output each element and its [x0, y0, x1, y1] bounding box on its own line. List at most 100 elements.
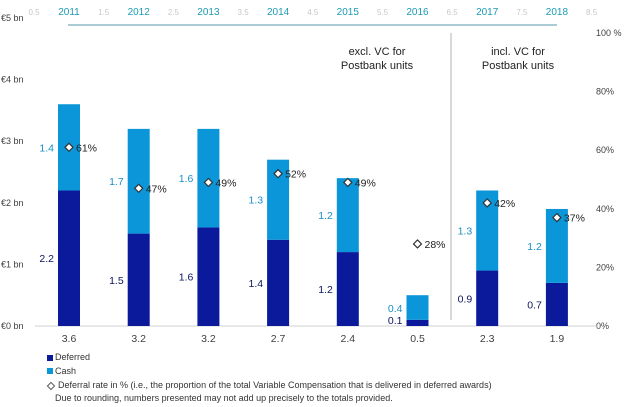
- total-value-label: 2.3: [480, 333, 495, 345]
- deferral-rate-marker: [342, 177, 353, 188]
- y-right-tick-label: 80%: [596, 87, 614, 97]
- bar-cash: [336, 178, 359, 253]
- top-axis-ghost-label: 4.5: [307, 8, 319, 17]
- top-axis: 0.5 1.5 2.5 3.5 4.5 5.5 6.5 7.5 8.5 2011 2012 2013 2…: [28, 7, 598, 26]
- top-axis-ghost-label: 2.5: [168, 8, 180, 17]
- legend-item-deferred: Deferred: [47, 351, 492, 365]
- deferral-rate-label: 47%: [146, 183, 167, 195]
- y-right-tick-label: 0%: [596, 321, 609, 331]
- y-axis-right: 0% 20% 40% 60% 80% 100 %: [596, 28, 622, 331]
- annotation-excl-line2: Postbank units: [341, 60, 414, 72]
- bar-deferred: [267, 239, 290, 326]
- cash-value-label: 0.4: [388, 303, 403, 315]
- y-axis-left: €0 bn €1 bn €2 bn €3 bn €4 bn €5 bn: [1, 13, 24, 331]
- top-axis-ghost-label: 0.5: [28, 8, 40, 17]
- deferred-swatch-icon: [47, 354, 53, 361]
- y-right-tick-label: 40%: [596, 204, 614, 214]
- top-axis-year-label: 2015: [337, 7, 360, 18]
- y-right-tick-label: 60%: [596, 145, 614, 155]
- top-axis-ghost-label: 3.5: [238, 8, 250, 17]
- top-axis-year-label: 2013: [197, 7, 220, 18]
- cash-value-label: 1.3: [248, 195, 263, 207]
- y-right-tick-label: 20%: [596, 262, 614, 272]
- annotation-incl-line1: incl. VC for: [491, 46, 545, 58]
- deferred-value-label: 1.4: [248, 278, 263, 290]
- bar-cash: [406, 295, 429, 320]
- bar-deferred: [476, 270, 499, 326]
- legend-deferred-label: Deferred: [55, 352, 91, 362]
- top-axis-ghost-label: 5.5: [377, 8, 389, 17]
- cash-value-label: 1.4: [39, 142, 54, 154]
- y-right-tick-label: 100 %: [596, 28, 622, 38]
- total-value-label: 0.5: [410, 333, 425, 345]
- total-value-label: 3.2: [131, 333, 146, 345]
- deferred-value-label: 1.5: [109, 275, 124, 287]
- bar-deferred: [58, 190, 80, 326]
- y-left-tick-label: €4 bn: [1, 75, 24, 85]
- annotation-excl-line1: excl. VC for: [349, 46, 406, 58]
- deferred-value-label: 2.2: [39, 253, 54, 265]
- deferral-rate-marker: [412, 239, 423, 249]
- bar-deferred: [127, 233, 150, 326]
- y-left-tick-label: €5 bn: [1, 13, 24, 23]
- deferred-value-label: 0.9: [458, 293, 473, 305]
- bar-deferred: [197, 227, 220, 326]
- deferral-rate-label: 37%: [564, 213, 585, 225]
- legend-deferral-label: Deferral rate in % (i.e., the proportion…: [58, 380, 492, 390]
- deferral-rate-marker: [133, 183, 144, 194]
- cash-value-label: 1.7: [109, 176, 124, 188]
- deferral-rate-label: 61%: [76, 142, 97, 154]
- total-value-label: 3.6: [62, 333, 77, 345]
- total-value-label: 2.7: [271, 333, 286, 345]
- top-axis-year-label: 2014: [267, 7, 290, 18]
- legend-item-deferral-rate: Deferral rate in % (i.e., the proportion…: [46, 379, 492, 393]
- top-axis-ghost-label: 7.5: [516, 8, 528, 17]
- legend-cash-label: Cash: [55, 365, 77, 376]
- bar-cash: [476, 190, 499, 271]
- bar-cash: [127, 128, 150, 234]
- cash-value-label: 1.2: [318, 210, 333, 222]
- chart: 0.5 1.5 2.5 3.5 4.5 5.5 6.5 7.5 8.5 2011 2012 2013 2…: [1, 7, 622, 345]
- y-left-tick-label: €0 bn: [1, 321, 24, 331]
- total-value-label: 2.4: [340, 333, 355, 345]
- cash-value-label: 1.2: [527, 241, 542, 253]
- bars: [58, 104, 568, 326]
- annotation-incl-line2: Postbank units: [482, 60, 555, 72]
- deferred-value-label: 1.2: [318, 284, 333, 296]
- annotations: excl. VC for Postbank units incl. VC for…: [341, 46, 555, 72]
- data-labels: 2.2 1.4 3.6 61% 1.5 1.7 3.2 47% 1.6 1.6 3.2 49% 1.4 1…: [39, 142, 585, 345]
- bar-cash: [545, 208, 568, 283]
- deferral-rate-marker: [273, 168, 283, 179]
- deferred-value-label: 0.7: [527, 299, 542, 311]
- top-axis-year-label: 2016: [406, 7, 429, 18]
- y-left-tick-label: €2 bn: [1, 198, 24, 208]
- y-left-tick-label: €1 bn: [1, 259, 24, 269]
- deferral-rate-marker: [482, 198, 493, 208]
- diamond-icon: [46, 381, 56, 390]
- total-value-label: 1.9: [550, 333, 565, 345]
- rounding-note: Due to rounding, numbers presented may n…: [55, 392, 393, 403]
- top-axis-year-label: 2012: [128, 7, 151, 18]
- cash-value-label: 1.3: [458, 226, 473, 238]
- top-axis-year-label: 2017: [476, 7, 499, 18]
- bar-deferred: [406, 319, 429, 326]
- top-axis-year-label: 2011: [58, 7, 80, 18]
- top-axis-ghost-label: 1.5: [98, 8, 110, 17]
- bar-deferred: [545, 282, 568, 326]
- deferral-rate-label: 52%: [285, 169, 306, 181]
- deferral-rate-label: 42%: [494, 198, 515, 210]
- deferral-rate-label: 49%: [355, 177, 376, 189]
- top-axis-ghost-label: 8.5: [586, 8, 598, 17]
- deferral-rate-marker: [64, 142, 74, 153]
- deferral-rate-label: 49%: [215, 177, 236, 189]
- deferred-value-label: 0.1: [388, 315, 403, 327]
- deferral-rate-marker: [203, 177, 214, 188]
- cash-value-label: 1.6: [179, 173, 194, 185]
- legend-item-cash: Cash: [47, 365, 492, 379]
- bar-deferred: [336, 252, 359, 326]
- bar-cash: [267, 159, 290, 240]
- y-left-tick-label: €3 bn: [1, 136, 24, 146]
- deferred-value-label: 1.6: [179, 272, 194, 284]
- deferral-rate-marker: [552, 212, 562, 223]
- top-axis-ghost-label: 6.5: [447, 8, 459, 17]
